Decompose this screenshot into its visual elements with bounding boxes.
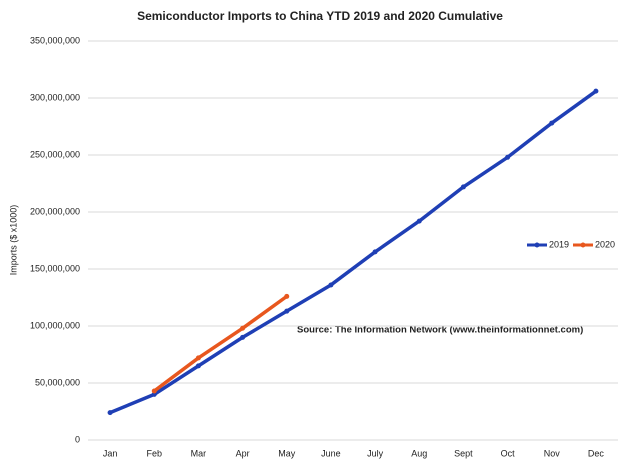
data-point (593, 88, 599, 94)
legend-marker (580, 242, 586, 248)
annotation: Source: The Information Network (www.the… (297, 325, 583, 336)
y-axis-label: Imports ($ x1000) (8, 205, 18, 276)
x-tick-label: Nov (544, 448, 561, 458)
y-tick-label: 50,000,000 (35, 377, 80, 387)
data-point (284, 293, 290, 299)
x-tick-label: Jan (103, 448, 118, 458)
data-point (284, 308, 290, 314)
y-tick-label: 300,000,000 (30, 92, 80, 102)
data-point (107, 410, 113, 416)
y-tick-label: 100,000,000 (30, 320, 80, 330)
y-tick-label: 200,000,000 (30, 206, 80, 216)
x-tick-label: June (321, 448, 341, 458)
series-line (109, 89, 597, 415)
x-tick-label: Feb (146, 448, 162, 458)
data-point (195, 355, 201, 361)
y-tick-label: 150,000,000 (30, 263, 80, 273)
data-point (505, 154, 511, 160)
x-tick-label: Oct (501, 448, 516, 458)
chart-title: Semiconductor Imports to China YTD 2019 … (137, 9, 503, 23)
data-point (372, 249, 378, 255)
x-tick-label: Dec (588, 448, 605, 458)
series-line (153, 294, 288, 393)
data-point (195, 363, 201, 369)
x-tick-label: July (367, 448, 384, 458)
y-tick-label: 250,000,000 (30, 149, 80, 159)
x-tick-label: Apr (236, 448, 250, 458)
y-tick-label: 350,000,000 (30, 35, 80, 45)
legend-label: 2019 (549, 239, 569, 249)
x-tick-label: Mar (191, 448, 207, 458)
data-point (240, 325, 246, 331)
y-tick-label: 0 (75, 434, 80, 444)
legend-label: 2020 (595, 239, 615, 249)
x-tick-label: May (278, 448, 296, 458)
data-point (416, 218, 422, 224)
data-point (151, 391, 157, 397)
data-point (549, 120, 555, 126)
data-point (151, 388, 157, 394)
x-tick-label: Aug (411, 448, 427, 458)
x-tick-label: Sept (454, 448, 473, 458)
data-point (460, 184, 466, 190)
data-point (240, 334, 246, 340)
legend-marker (534, 242, 540, 248)
data-point (328, 282, 334, 288)
